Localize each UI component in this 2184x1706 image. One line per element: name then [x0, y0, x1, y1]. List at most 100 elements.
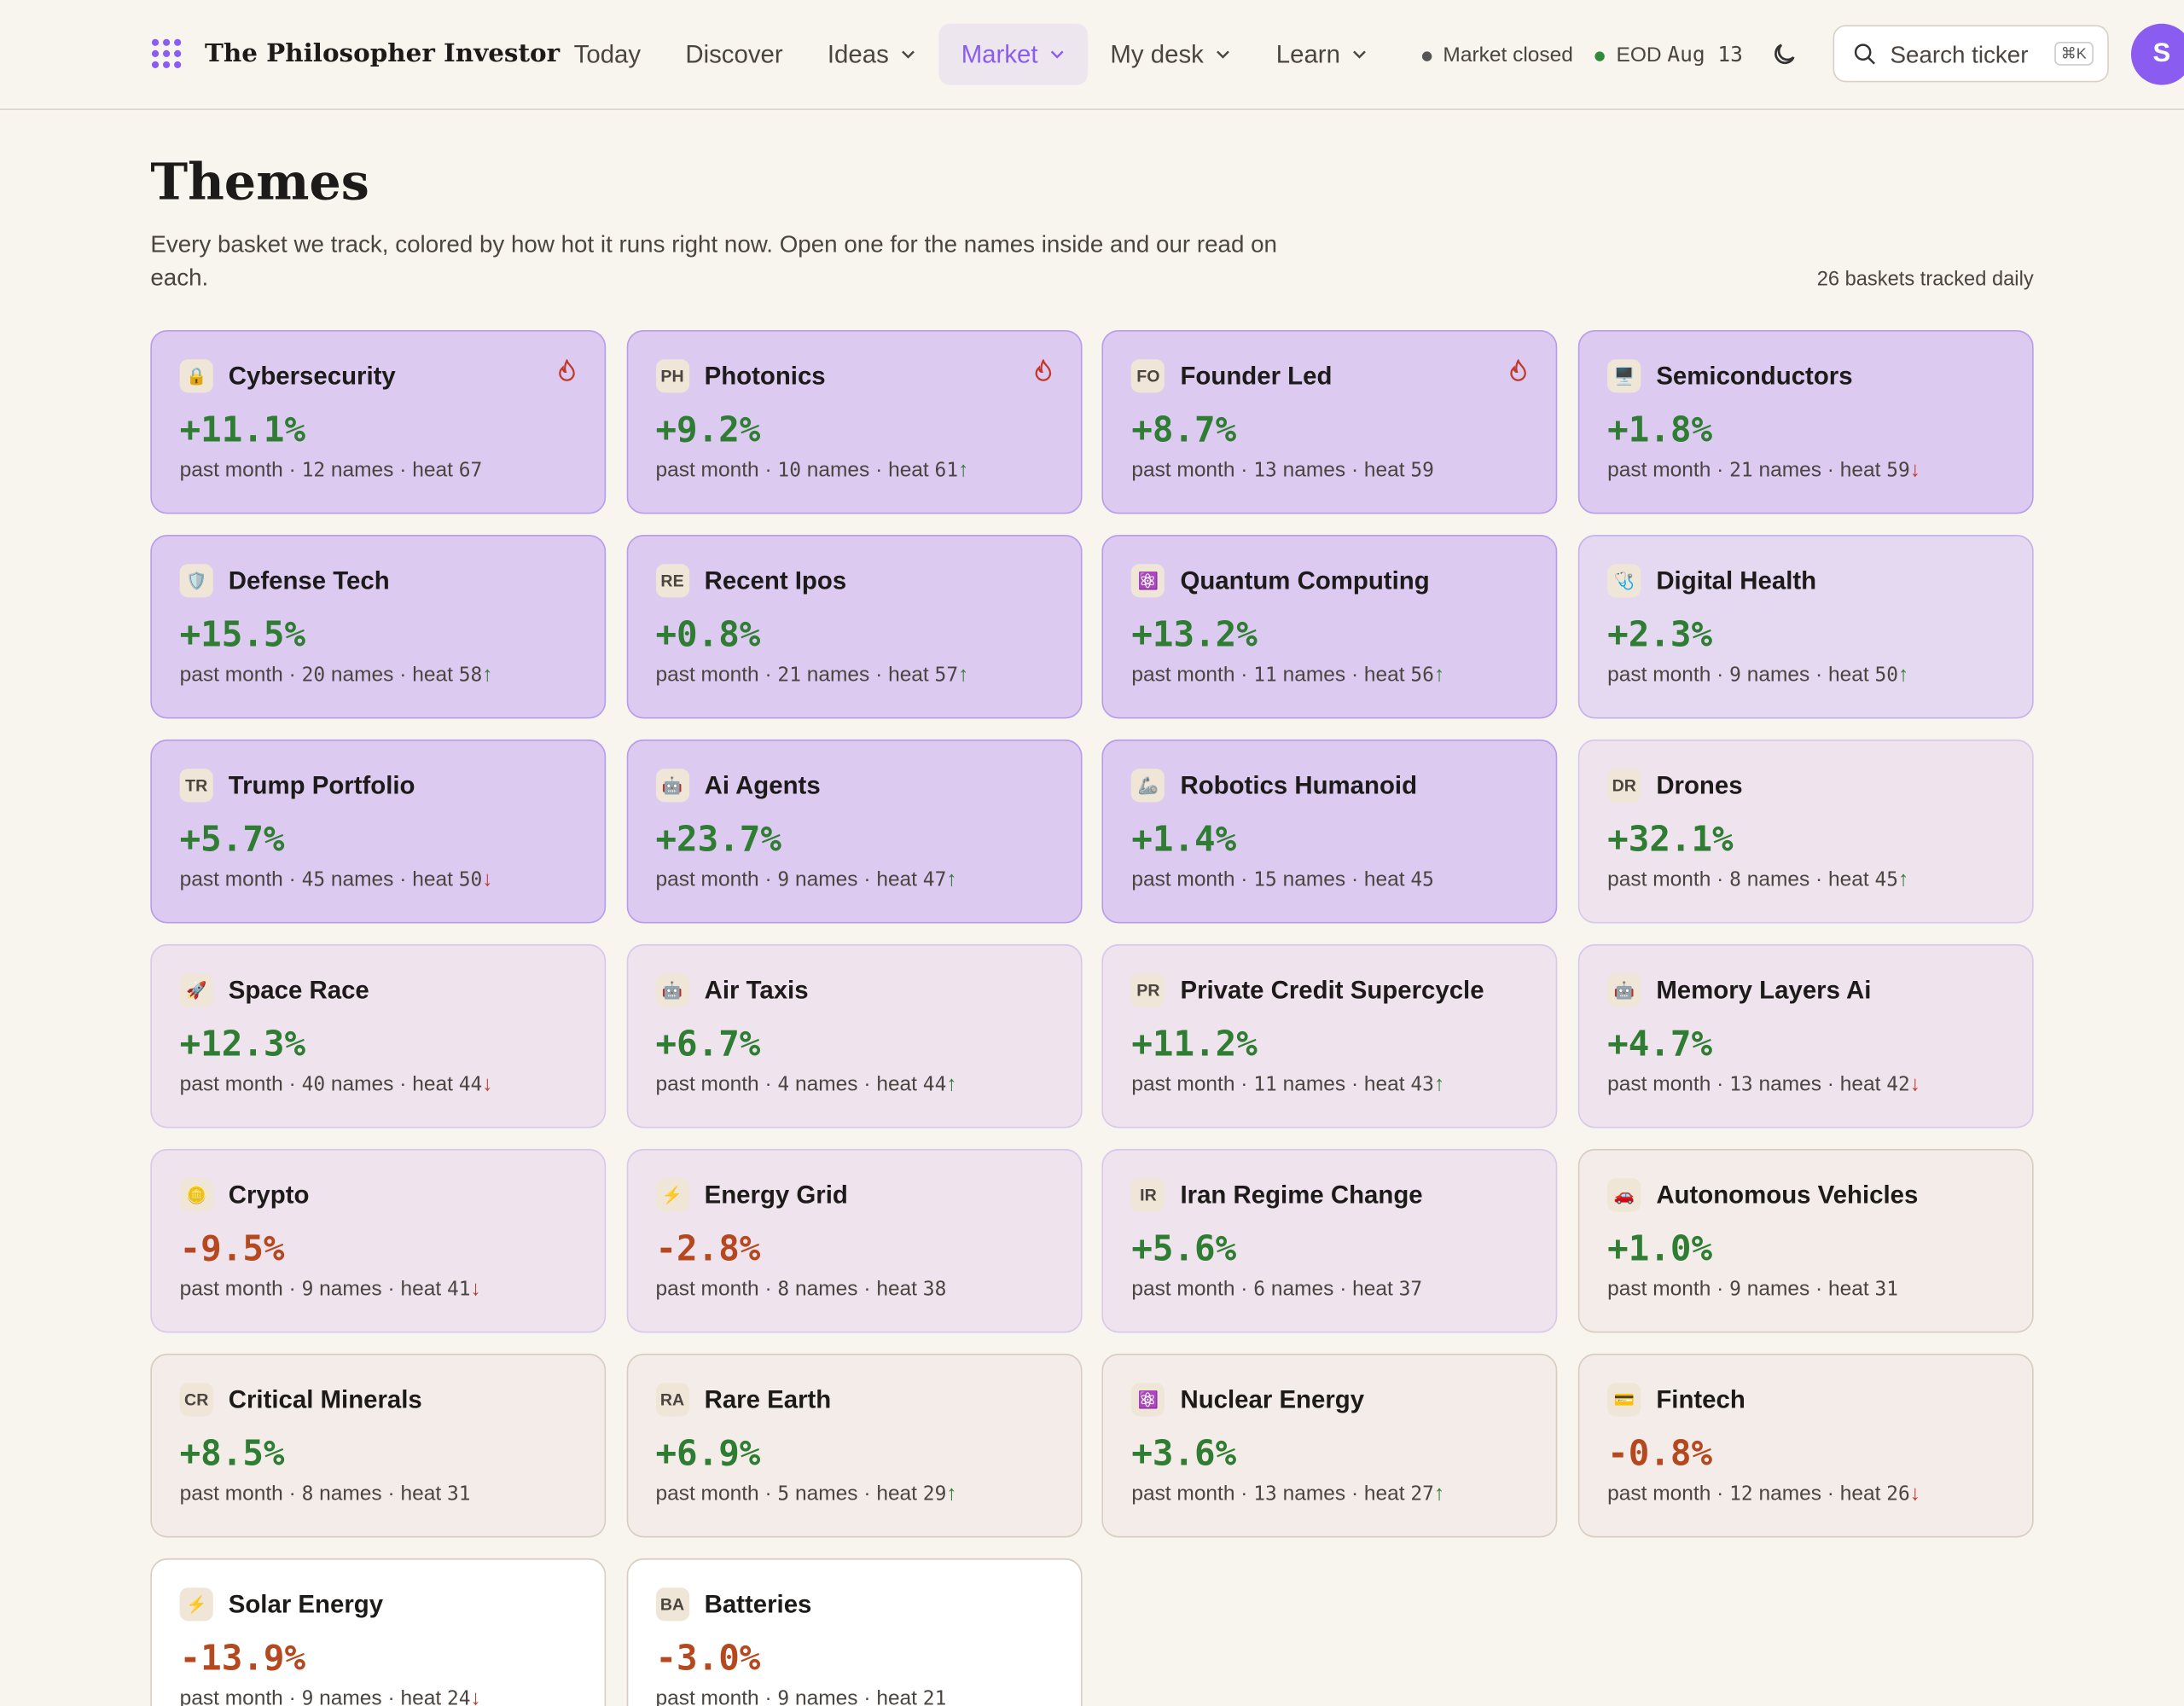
theme-name: Memory Layers Ai — [1656, 976, 1872, 1005]
separator — [1345, 458, 1364, 482]
heat-value: 44 — [458, 1073, 483, 1096]
theme-card[interactable]: FO Founder Led +8.7% past month 13 names heat… — [1102, 329, 1558, 514]
theme-meta: past month 11 names heat 43 — [1131, 1072, 1444, 1096]
names-count: 15 — [1253, 868, 1277, 891]
heat-unit: heat — [1828, 1277, 1869, 1301]
heat-value: 42 — [1886, 1073, 1910, 1096]
theme-change: +1.0% — [1607, 1227, 1713, 1269]
theme-meta: past month 15 names heat 45 — [1131, 868, 1434, 891]
heat-unit: heat — [876, 1277, 917, 1301]
theme-card[interactable]: DR Drones +32.1% past month 8 names heat 45 — [1577, 739, 2034, 924]
nav: Today Discover Ideas Market My desk Learn — [552, 23, 1391, 85]
theme-card[interactable]: 🚀 Space Race +12.3% past month 40 names heat … — [150, 943, 607, 1129]
theme-card[interactable]: 🤖 Memory Layers Ai +4.7% past month 13 names… — [1577, 943, 2034, 1129]
heat-unit: heat — [1363, 1072, 1405, 1096]
theme-name: Nuclear Energy — [1180, 1385, 1365, 1414]
apps-icon[interactable] — [151, 38, 182, 68]
period: past month — [1607, 1277, 1711, 1301]
period: past month — [1607, 458, 1711, 482]
nav-item[interactable]: My desk — [1088, 24, 1253, 85]
names-count: 20 — [301, 664, 326, 687]
theme-card[interactable]: 🦾 Robotics Humanoid +1.4% past month 15 name… — [1102, 739, 1558, 924]
theme-card[interactable]: RA Rare Earth +6.9% past month 5 names heat 2… — [626, 1353, 1083, 1538]
period: past month — [1131, 458, 1235, 482]
theme-change: +5.6% — [1131, 1227, 1237, 1269]
theme-toggle[interactable] — [1770, 40, 1798, 68]
theme-name: Fintech — [1656, 1385, 1745, 1414]
theme-card[interactable]: 🔒 Cybersecurity +11.1% past month 12 nameshe… — [150, 329, 607, 514]
theme-card[interactable]: PR Private Credit Supercycle +11.2% past mo… — [1102, 943, 1558, 1129]
names-count: 45 — [301, 868, 326, 891]
nav-label: Discover — [685, 40, 783, 68]
period: past month — [1131, 663, 1235, 687]
theme-card[interactable]: 🩺 Digital Health +2.3% past month 9 names hea… — [1577, 534, 2034, 719]
period: past month — [179, 1072, 283, 1096]
search-box[interactable]: Search ticker ⌘K — [1833, 25, 2109, 83]
heat-unit: heat — [876, 1072, 917, 1096]
nav-item[interactable]: Discover — [663, 24, 805, 85]
separator — [1809, 868, 1828, 891]
theme-change: +11.1% — [179, 409, 306, 450]
theme-meta: past month 9 names heat 31 — [1607, 1277, 1898, 1301]
theme-change: -9.5% — [179, 1227, 285, 1269]
theme-card[interactable]: ⚡ Solar Energy -13.9% past month 9 names heat… — [150, 1558, 607, 1706]
theme-change: +13.2% — [1131, 613, 1258, 655]
theme-card[interactable]: ⚛️ Nuclear Energy +3.6% past month 13 namesh… — [1102, 1353, 1558, 1538]
period: past month — [655, 868, 759, 891]
theme-card[interactable]: 🚗 Autonomous Vehicles +1.0% past month 9 nam… — [1577, 1148, 2034, 1333]
page-title: Themes — [150, 153, 369, 212]
separator — [1234, 458, 1253, 482]
names-unit: names — [1282, 868, 1346, 891]
theme-name: Autonomous Vehicles — [1656, 1181, 1919, 1210]
separator — [869, 458, 888, 482]
separator — [382, 1686, 401, 1706]
theme-card[interactable]: BA Batteries -3.0% past month 9 names heat 21 — [626, 1558, 1083, 1706]
names-unit: names — [795, 868, 858, 891]
theme-name: Founder Led — [1180, 362, 1333, 391]
theme-icon: DR — [1607, 769, 1641, 803]
theme-card[interactable]: PH Photonics +9.2% past month 10 names heat 6… — [626, 329, 1083, 514]
theme-card[interactable]: RE Recent Ipos +0.8% past month 21 names heat… — [626, 534, 1083, 719]
heat-value: 29 — [922, 1483, 947, 1506]
theme-name: Air Taxis — [704, 976, 809, 1005]
theme-card[interactable]: 🖥️ Semiconductors +1.8% past month 21 namesh… — [1577, 329, 2034, 514]
heat-unit: heat — [1839, 1482, 1881, 1506]
heat-trend — [482, 663, 492, 687]
theme-change: +11.2% — [1131, 1023, 1258, 1065]
names-count: 11 — [1253, 1073, 1277, 1096]
names-unit: names — [806, 458, 870, 482]
separator — [1234, 1072, 1253, 1096]
theme-card[interactable]: CR Critical Minerals +8.5% past month 8 name… — [150, 1353, 607, 1538]
nav-item[interactable]: Today — [552, 24, 664, 85]
theme-icon: 🚗 — [1607, 1178, 1641, 1212]
theme-card[interactable]: 🤖 Air Taxis +6.7% past month 4 names heat 44 — [626, 943, 1083, 1129]
names-unit: names — [1282, 458, 1346, 482]
heat-unit: heat — [876, 1686, 917, 1706]
page-description: Every basket we track, colored by how ho… — [150, 231, 1277, 292]
theme-card[interactable]: 💳 Fintech -0.8% past month 12 names heat 26 — [1577, 1353, 2034, 1538]
theme-card[interactable]: 🛡️ Defense Tech +15.5% past month 20 nameshe… — [150, 534, 607, 719]
theme-card[interactable]: TR Trump Portfolio +5.7% past month 45 names… — [150, 739, 607, 924]
theme-card[interactable]: 🪙 Crypto -9.5% past month 9 names heat 41 — [150, 1148, 607, 1333]
period: past month — [655, 1277, 759, 1301]
avatar[interactable]: S — [2130, 23, 2184, 85]
theme-change: +2.3% — [1607, 613, 1713, 655]
heat-unit: heat — [1363, 1482, 1405, 1506]
theme-card[interactable]: ⚡ Energy Grid -2.8% past month 8 names heat 3… — [626, 1148, 1083, 1333]
theme-card[interactable]: 🤖 Ai Agents +23.7% past month 9 names heat 47 — [626, 739, 1083, 924]
theme-card[interactable]: ⚛️ Quantum Computing +13.2% past month 11 na… — [1102, 534, 1558, 719]
nav-item[interactable]: Learn — [1254, 24, 1391, 85]
separator — [393, 458, 412, 482]
names-unit: names — [319, 1277, 382, 1301]
brand[interactable]: The Philosopher Investor — [204, 38, 561, 68]
heat-trend — [946, 1482, 956, 1506]
theme-card[interactable]: IR Iran Regime Change +5.6% past month 6 nam… — [1102, 1148, 1558, 1333]
names-unit: names — [795, 1277, 858, 1301]
heat-unit: heat — [1839, 1072, 1881, 1096]
nav-item[interactable]: Market — [938, 23, 1089, 85]
names-unit: names — [1758, 1072, 1821, 1096]
theme-change: +4.7% — [1607, 1023, 1713, 1065]
theme-name: Quantum Computing — [1180, 566, 1430, 595]
separator — [1711, 1277, 1729, 1301]
nav-item[interactable]: Ideas — [805, 24, 939, 85]
